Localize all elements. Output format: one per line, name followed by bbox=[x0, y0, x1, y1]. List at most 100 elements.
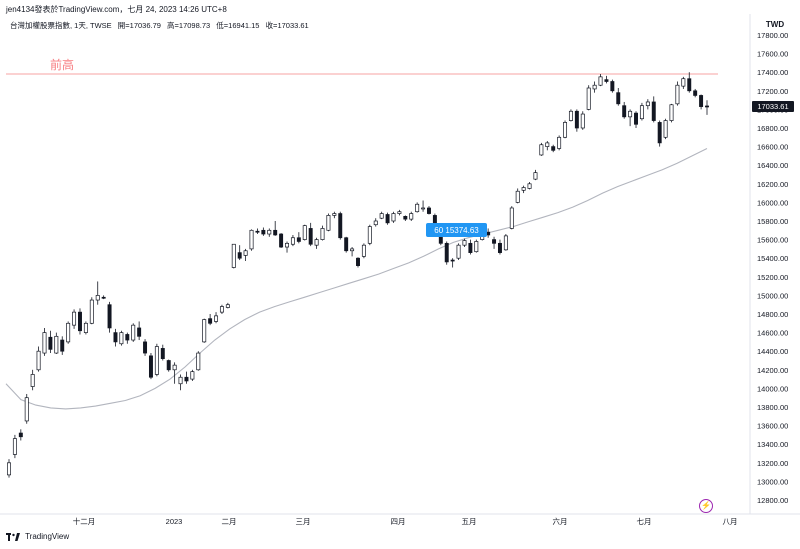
price-tick-label: 14600.00 bbox=[757, 329, 788, 338]
candle-down bbox=[687, 78, 692, 92]
candle-down bbox=[616, 92, 621, 105]
legend: 台灣加權股票指數, 1天, TWSE 開=17036.79 高=17098.73… bbox=[10, 20, 313, 31]
candle-down bbox=[273, 229, 278, 236]
candle-down bbox=[101, 296, 106, 299]
candle-up bbox=[456, 244, 461, 259]
candle-up bbox=[515, 190, 520, 203]
candle-up bbox=[391, 213, 396, 222]
price-tick-label: 13200.00 bbox=[757, 459, 788, 468]
lightning-icon[interactable]: ⚡ bbox=[699, 499, 713, 513]
candle-up bbox=[669, 104, 674, 121]
candle-down bbox=[160, 348, 165, 359]
candle-up bbox=[190, 371, 195, 380]
legend-close: 收=17033.61 bbox=[265, 21, 309, 30]
price-tick-label: 14800.00 bbox=[757, 310, 788, 319]
tooltip-text: 60 15374.63 bbox=[434, 226, 479, 235]
candle-up bbox=[172, 364, 177, 371]
candle-down bbox=[403, 216, 408, 220]
prev-high-layer[interactable]: 前高 bbox=[6, 57, 718, 75]
candle-down bbox=[497, 242, 502, 253]
price-tick-label: 13000.00 bbox=[757, 477, 788, 486]
candle-down bbox=[385, 214, 390, 224]
candle-down bbox=[574, 110, 579, 129]
price-tick-label: 17800.00 bbox=[757, 31, 788, 40]
candle-up bbox=[302, 225, 307, 240]
candle-down bbox=[693, 90, 698, 96]
candle-down bbox=[296, 237, 301, 242]
candle-up bbox=[350, 248, 355, 252]
candle-up bbox=[503, 235, 508, 251]
candle-up bbox=[83, 322, 88, 333]
candle-up bbox=[24, 397, 29, 422]
time-tick-label: 七月 bbox=[637, 517, 652, 526]
time-tick-label: 五月 bbox=[462, 517, 477, 526]
price-tick-label: 17200.00 bbox=[757, 87, 788, 96]
candle-up bbox=[202, 319, 207, 343]
legend-high: 高=17098.73 bbox=[167, 21, 211, 30]
candle-down bbox=[137, 327, 142, 337]
legend-symbol[interactable]: 台灣加權股票指數, 1天, TWSE bbox=[10, 21, 112, 30]
candle-up bbox=[7, 462, 11, 476]
price-tick-label: 16800.00 bbox=[757, 124, 788, 133]
candle-down bbox=[279, 233, 284, 248]
candle-up bbox=[509, 207, 514, 229]
candle-up bbox=[95, 295, 100, 301]
candle-up bbox=[12, 438, 17, 455]
candle-down bbox=[255, 230, 260, 233]
time-tick-label: 十二月 bbox=[73, 516, 96, 526]
time-tick-label: 六月 bbox=[553, 516, 568, 526]
candle-down bbox=[699, 95, 704, 107]
price-tick-label: 16600.00 bbox=[757, 143, 788, 152]
candle-down bbox=[48, 336, 53, 350]
time-axis[interactable]: 十二月 2023 二月 三月 四月 五月 六月 七月 八月 bbox=[73, 516, 738, 526]
currency-label[interactable]: TWD bbox=[765, 20, 785, 29]
candle-down bbox=[107, 304, 112, 329]
candle-down bbox=[143, 341, 148, 354]
candle-up bbox=[154, 346, 159, 375]
candle-up bbox=[72, 311, 77, 326]
time-tick-label: 八月 bbox=[723, 517, 738, 526]
last-price-badge: 17033.61 bbox=[752, 101, 794, 112]
candle-up bbox=[675, 84, 680, 105]
price-tick-label: 14000.00 bbox=[757, 384, 788, 393]
candle-down bbox=[604, 79, 609, 82]
candle-up bbox=[119, 332, 124, 345]
candle-up bbox=[474, 241, 479, 253]
candle-up bbox=[397, 211, 402, 214]
candle-up bbox=[66, 322, 71, 343]
candle-down bbox=[468, 242, 473, 253]
price-tick-label: 13800.00 bbox=[757, 403, 788, 412]
price-tick-label: 16400.00 bbox=[757, 161, 788, 170]
candle-down bbox=[338, 213, 343, 239]
candle-up bbox=[681, 78, 686, 87]
footer-brand[interactable]: TradingView bbox=[6, 532, 69, 541]
candle-down bbox=[551, 146, 556, 151]
candles-layer bbox=[7, 72, 709, 478]
time-tick-label: 二月 bbox=[222, 517, 237, 526]
tradingview-logo-icon bbox=[6, 532, 20, 541]
candle-up bbox=[373, 220, 378, 226]
candle-up bbox=[219, 306, 224, 313]
price-tick-label: 15800.00 bbox=[757, 217, 788, 226]
time-tick-label: 三月 bbox=[296, 517, 311, 526]
candle-down bbox=[148, 355, 153, 378]
price-tick-label: 16000.00 bbox=[757, 198, 788, 207]
candle-up bbox=[645, 101, 650, 107]
price-axis[interactable]: 17800.0017600.0017400.0017200.0017000.00… bbox=[757, 31, 788, 505]
candle-up bbox=[54, 335, 59, 354]
candle-up bbox=[225, 304, 230, 308]
candle-up bbox=[326, 215, 331, 231]
candle-up bbox=[663, 120, 668, 138]
candle-down bbox=[610, 81, 615, 92]
candle-down bbox=[166, 360, 171, 371]
candle-up bbox=[36, 350, 41, 371]
candle-up bbox=[379, 213, 384, 219]
price-tick-label: 14200.00 bbox=[757, 366, 788, 375]
price-tick-label: 15400.00 bbox=[757, 254, 788, 263]
candle-up bbox=[290, 237, 295, 245]
candle-down bbox=[705, 105, 709, 108]
candle-up bbox=[314, 239, 319, 246]
candle-down bbox=[622, 105, 627, 118]
candle-up bbox=[30, 374, 35, 387]
